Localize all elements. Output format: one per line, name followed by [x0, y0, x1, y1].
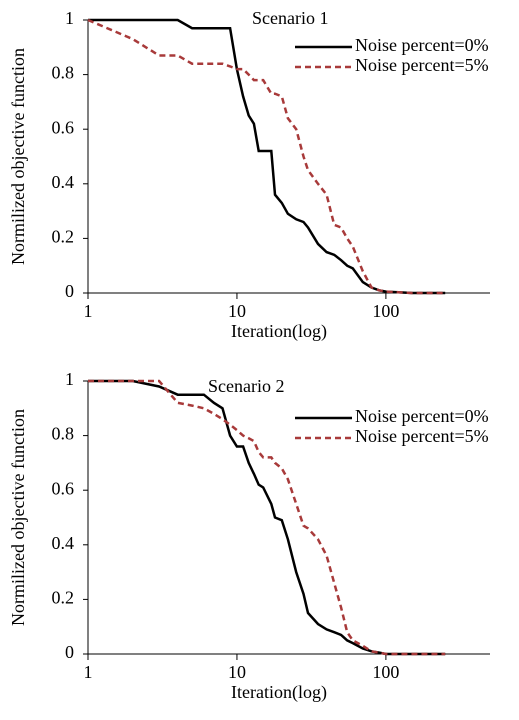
y-tick-label: 0.8 [52, 63, 75, 83]
series-line [88, 379, 446, 656]
legend-label: Noise percent=0% [355, 35, 489, 55]
y-axis-label: Normilized objective function [8, 409, 28, 626]
x-tick-label: 100 [372, 662, 399, 682]
x-tick-label: 1 [84, 301, 93, 321]
y-tick-label: 0.8 [52, 424, 75, 444]
y-axis-label: Normilized objective function [8, 48, 28, 265]
y-tick-label: 0.4 [52, 172, 75, 192]
legend-label: Noise percent=5% [355, 426, 489, 446]
y-tick-label: 0 [65, 281, 74, 301]
y-tick-label: 1 [65, 369, 74, 389]
y-tick-label: 0.6 [52, 117, 75, 137]
x-axis-label: Iteration(log) [231, 682, 327, 703]
series-line [88, 18, 446, 295]
y-tick-label: 0.2 [52, 227, 75, 247]
y-tick-label: 0.4 [52, 533, 75, 553]
annotation: Scenario 1 [252, 8, 328, 28]
y-tick-label: 0.2 [52, 588, 75, 608]
series-line [87, 18, 446, 295]
x-axis-label: Iteration(log) [231, 321, 327, 342]
x-tick-label: 10 [228, 662, 246, 682]
y-tick-label: 1 [65, 8, 74, 28]
legend-label: Noise percent=0% [355, 406, 489, 426]
x-tick-label: 10 [228, 301, 246, 321]
series-line [88, 379, 446, 656]
x-tick-label: 1 [84, 662, 93, 682]
y-tick-label: 0 [65, 642, 74, 662]
annotation: Scenario 2 [208, 376, 284, 396]
y-tick-label: 0.6 [52, 478, 75, 498]
x-tick-label: 100 [372, 301, 399, 321]
legend-label: Noise percent=5% [355, 55, 489, 75]
